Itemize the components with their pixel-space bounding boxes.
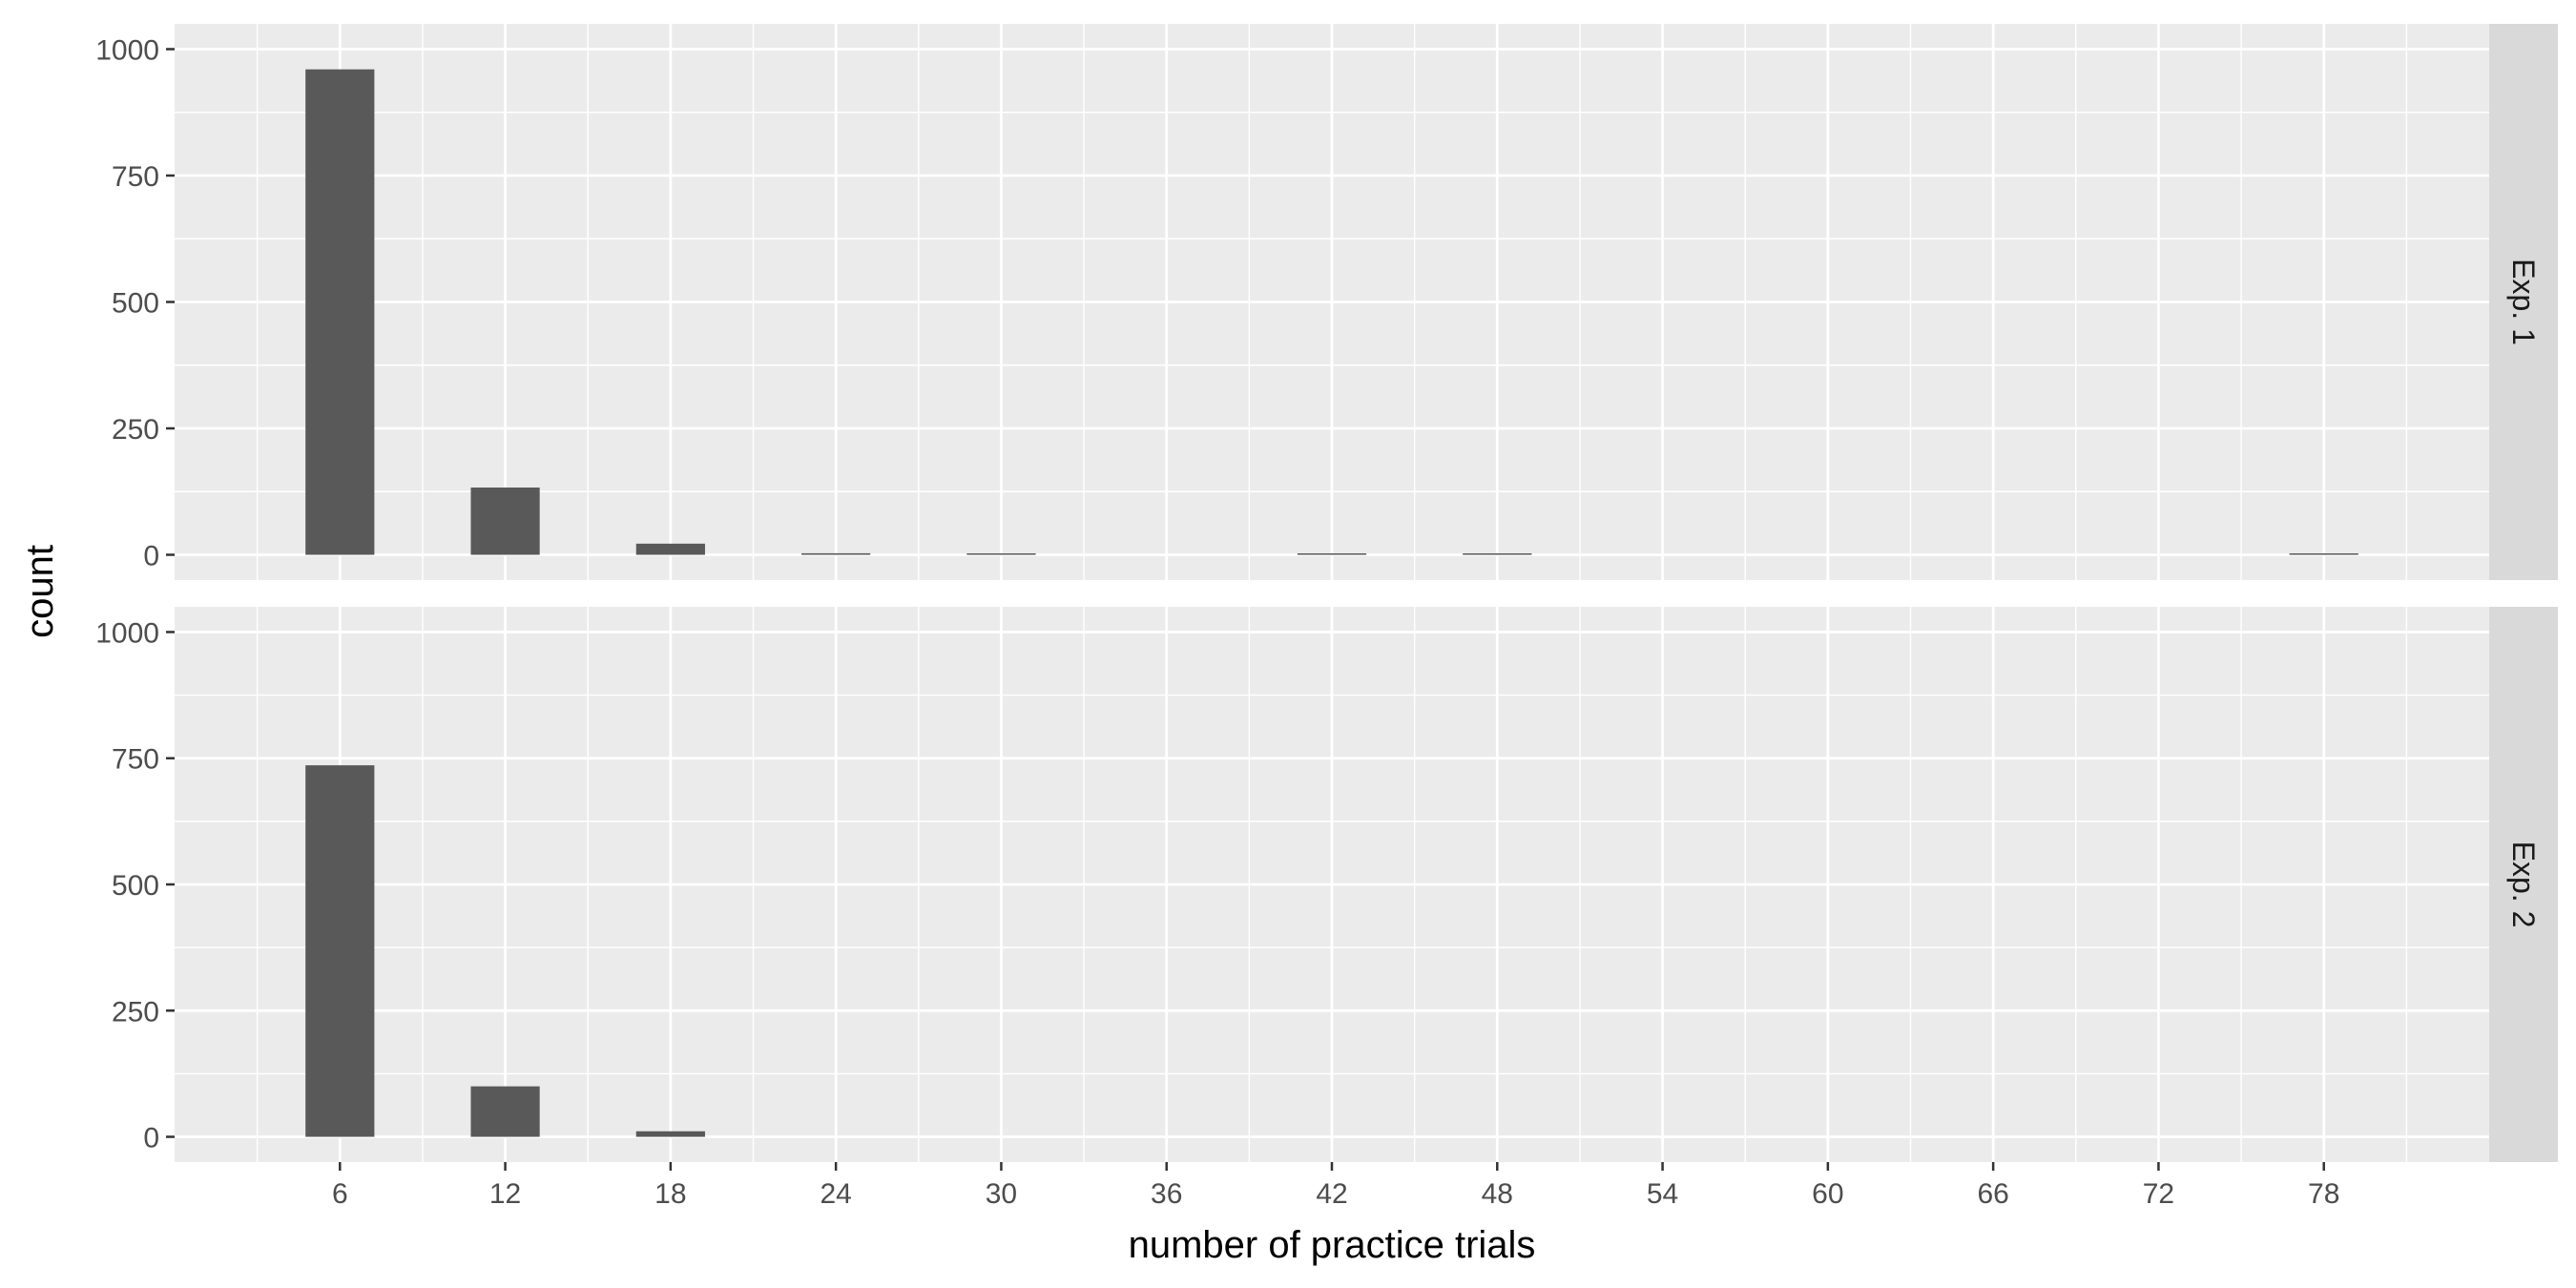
x-tick-label: 60 bbox=[1812, 1178, 1843, 1210]
bar-30 bbox=[966, 553, 1036, 555]
facet-panels: 0 250 500 750 1000 Exp. 1 0 250 500 750 1000 Exp. 2 bbox=[95, 24, 2558, 1162]
bar-18 bbox=[635, 543, 705, 555]
facet-strip-label: Exp. 1 bbox=[2506, 259, 2541, 345]
facet-2: 0 250 500 750 1000 Exp. 2 bbox=[95, 607, 2558, 1162]
facet-strip bbox=[2489, 24, 2558, 580]
x-tick-label: 72 bbox=[2143, 1178, 2174, 1210]
x-tick-label: 54 bbox=[1647, 1178, 1678, 1210]
y-tick-label: 250 bbox=[112, 996, 159, 1028]
bar-6 bbox=[305, 69, 375, 555]
x-tick-label: 66 bbox=[1977, 1178, 2008, 1210]
bar-48 bbox=[1463, 553, 1532, 555]
y-tick-label: 500 bbox=[112, 288, 159, 320]
y-tick-label: 1000 bbox=[95, 35, 159, 67]
facet-strip bbox=[2489, 607, 2558, 1162]
bar-6 bbox=[305, 765, 375, 1137]
y-axis-title: count bbox=[19, 545, 61, 638]
x-axis-title: number of practice trials bbox=[1129, 1224, 1536, 1266]
x-tick-label: 12 bbox=[489, 1178, 521, 1210]
y-tick-label: 0 bbox=[143, 541, 159, 572]
y-tick-label: 750 bbox=[112, 744, 159, 776]
y-tick-label: 500 bbox=[112, 870, 159, 902]
y-tick-label: 1000 bbox=[95, 617, 159, 649]
bar-42 bbox=[1297, 553, 1367, 555]
bar-12 bbox=[470, 1086, 540, 1137]
x-tick-label: 24 bbox=[820, 1178, 851, 1210]
x-axis-ticks: 6 12 18 24 30 36 42 48 54 60 66 72 78 bbox=[332, 1162, 2339, 1210]
x-tick-label: 42 bbox=[1316, 1178, 1347, 1210]
facet-1: 0 250 500 750 1000 Exp. 1 bbox=[95, 24, 2558, 580]
y-tick-label: 0 bbox=[143, 1123, 159, 1154]
x-tick-label: 36 bbox=[1151, 1178, 1182, 1210]
x-tick-label: 30 bbox=[986, 1178, 1017, 1210]
bar-78 bbox=[2289, 553, 2358, 555]
y-tick-label: 750 bbox=[112, 161, 159, 193]
facet-strip-label: Exp. 2 bbox=[2506, 841, 2541, 928]
x-tick-label: 6 bbox=[332, 1178, 348, 1210]
bar-24 bbox=[801, 552, 871, 555]
x-tick-label: 78 bbox=[2308, 1178, 2339, 1210]
y-tick-label: 250 bbox=[112, 414, 159, 446]
x-tick-label: 18 bbox=[654, 1178, 686, 1210]
x-tick-label: 48 bbox=[1482, 1178, 1513, 1210]
bar-12 bbox=[470, 488, 540, 555]
bar-18 bbox=[635, 1131, 705, 1137]
